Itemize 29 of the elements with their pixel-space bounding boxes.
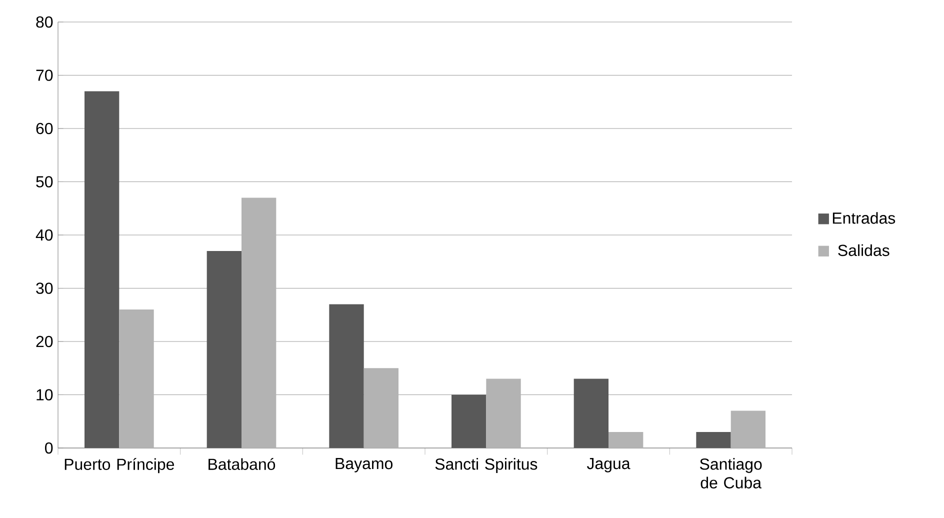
y-tick-label: 50 — [36, 176, 53, 188]
y-tick-label: 0 — [45, 442, 53, 454]
bar — [452, 394, 486, 448]
y-tick-label: 40 — [36, 229, 53, 241]
x-tick-label: Sancti Spiritus — [435, 458, 538, 473]
bar — [730, 410, 766, 448]
bar — [84, 91, 120, 448]
x-tick-label: Jagua — [586, 458, 630, 472]
bar — [486, 378, 521, 448]
x-tick-label: Batabanó — [208, 458, 276, 470]
bar — [329, 304, 364, 448]
x-tick-label: Bayamo — [336, 458, 392, 472]
bar — [119, 310, 154, 448]
y-tick-label: 80 — [36, 16, 53, 28]
bar — [574, 378, 609, 448]
x-tick-label: Puerto Príncipe — [64, 458, 174, 474]
bar — [206, 250, 242, 448]
y-tick-label: 60 — [36, 122, 53, 134]
y-tick-label: 30 — [36, 282, 53, 294]
y-tick-label: 70 — [36, 70, 53, 81]
legend-label: Entradas — [832, 212, 896, 224]
x-tick-label: Santiago de Cuba — [700, 458, 762, 488]
bar — [364, 368, 399, 448]
bar — [242, 198, 276, 448]
bar — [608, 432, 644, 448]
legend-label: Salidas — [838, 244, 890, 256]
bar — [696, 432, 731, 448]
y-tick-label: 10 — [36, 389, 53, 400]
y-tick-label: 20 — [36, 336, 53, 348]
